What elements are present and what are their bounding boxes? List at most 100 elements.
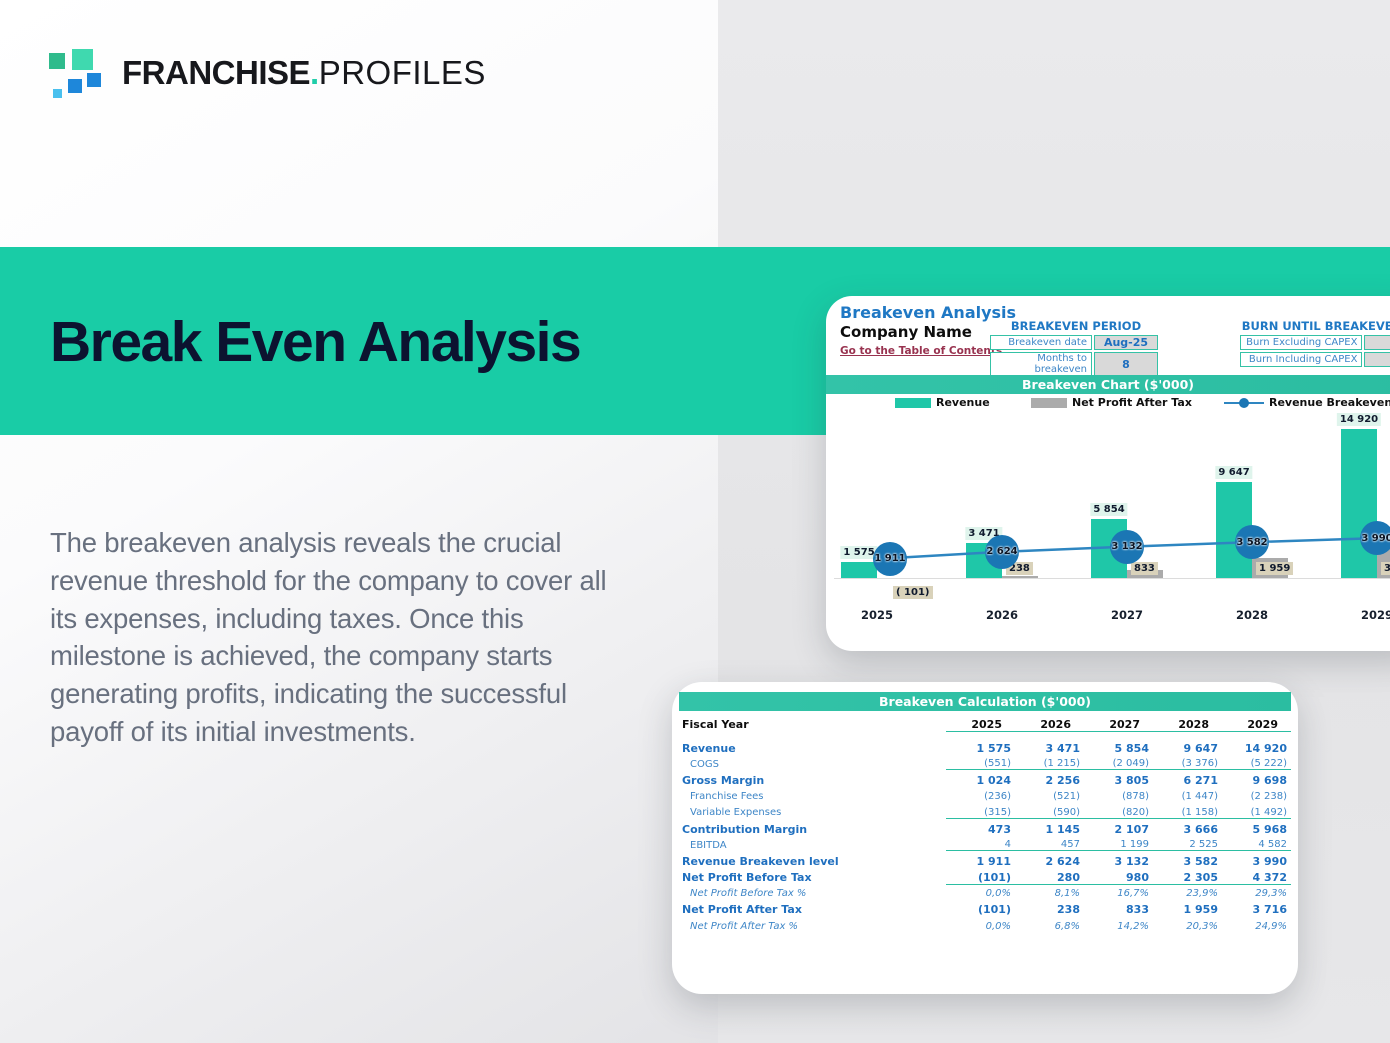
breakeven-line-swatch-icon xyxy=(1224,397,1264,408)
row-value: 0,0% xyxy=(985,888,1011,900)
row-value: 2028 xyxy=(1153,718,1222,732)
revenue-value-label: 14 920 xyxy=(1336,412,1382,426)
breakeven-period-header: BREAKEVEN PERIOD xyxy=(1010,319,1142,333)
row-value: 2029 xyxy=(1222,718,1291,732)
breakeven-date-value: Aug-25 xyxy=(1094,335,1158,350)
legend-item-revenue: Revenue xyxy=(895,396,990,409)
table-row: Net Profit After Tax (101) 238 833 1 959 3 71… xyxy=(679,902,1291,918)
row-label: COGS xyxy=(690,758,719,770)
row-value: 238 xyxy=(1057,903,1080,917)
row-label: Net Profit After Tax xyxy=(682,903,802,917)
row-value: 16,7% xyxy=(1117,888,1149,900)
row-value: 6,8% xyxy=(1054,920,1080,932)
row-value: 833 xyxy=(1126,903,1149,917)
row-label: Gross Margin xyxy=(682,773,765,787)
row-value: 14 920 xyxy=(1244,741,1287,755)
table-of-contents-link[interactable]: Go to the Table of Contents xyxy=(840,345,1003,357)
x-axis-labels: 2025 2026 2027 2028 2029 xyxy=(826,608,1390,628)
intro-paragraph: The breakeven analysis reveals the cruci… xyxy=(50,527,607,748)
row-value: 1 911 xyxy=(976,854,1011,868)
revenue-value-label: 9 647 xyxy=(1215,465,1253,479)
row-value: (315) xyxy=(946,807,1015,819)
legend-label: Revenue Breakeven level xyxy=(1269,396,1390,409)
breakeven-date-label: Breakeven date xyxy=(990,335,1092,350)
months-to-breakeven-value: 8 xyxy=(1094,352,1158,376)
row-value: 4 xyxy=(946,839,1015,852)
row-value: (521) xyxy=(1053,791,1080,803)
brand-name-bold: FRANCHISE xyxy=(122,54,311,91)
net-profit-bar xyxy=(1002,575,1038,578)
breakeven-level-marker: 3 990 xyxy=(1360,521,1390,556)
row-value: 2 107 xyxy=(1114,822,1149,836)
row-value: (101) xyxy=(946,871,1015,885)
sheet-title: Breakeven Analysis xyxy=(840,303,1017,322)
row-value: (3 376) xyxy=(1153,758,1222,771)
breakeven-period-table: Breakeven date Aug-25 Months to breakeve… xyxy=(988,333,1160,378)
row-value: 3 666 xyxy=(1183,822,1218,836)
table-row: Gross Margin 1 024 2 256 3 805 6 271 9 698 xyxy=(679,772,1291,788)
row-value: 5 968 xyxy=(1252,822,1287,836)
page-title: Break Even Analysis xyxy=(50,310,582,374)
row-value: 2027 xyxy=(1084,718,1153,732)
net-profit-value-label: 238 xyxy=(1006,562,1033,575)
row-value: 4 372 xyxy=(1222,871,1291,885)
row-value: 9 647 xyxy=(1183,741,1218,755)
breakeven-level-marker: 3 582 xyxy=(1235,525,1269,560)
net-profit-value-label: 3 716 xyxy=(1381,562,1390,575)
table-row: Variable Expenses (315) (590) (820) (1 158)(… xyxy=(679,805,1291,821)
burn-table: Burn Excluding CAPEX Burn Including CAPE… xyxy=(1238,333,1390,369)
row-value: 1 145 xyxy=(1045,822,1080,836)
row-label: Revenue xyxy=(682,741,736,755)
row-value: 29,3% xyxy=(1255,888,1287,900)
row-value: 1 024 xyxy=(976,773,1011,787)
table-row: Net Profit Before Tax (101) 280 980 2 305 4 3… xyxy=(679,870,1291,886)
x-axis-year-label: 2026 xyxy=(985,608,1018,622)
row-value: 1 575 xyxy=(976,741,1011,755)
row-value: 20,3% xyxy=(1186,920,1218,932)
table-row: EBITDA 4 457 1 199 2 525 4 582 xyxy=(679,837,1291,853)
brand-name-light: PROFILES xyxy=(318,54,486,91)
row-value: (1 447) xyxy=(1181,791,1218,803)
breakeven-level-marker: 3 132 xyxy=(1110,529,1144,564)
row-value: (1 158) xyxy=(1153,807,1222,819)
net-profit-value-label: 1 959 xyxy=(1256,562,1294,575)
table-row: Revenue Breakeven level 1 911 2 624 3 132 3 … xyxy=(679,853,1291,869)
row-value: (590) xyxy=(1015,807,1084,819)
row-label: Revenue Breakeven level xyxy=(682,854,839,868)
breakeven-calculation-card: Breakeven Calculation ($'000) Fiscal Yea… xyxy=(672,682,1298,994)
row-value: 2 305 xyxy=(1153,871,1222,885)
legend-item-breakeven-level: Revenue Breakeven level xyxy=(1224,396,1390,409)
row-value: 3 132 xyxy=(1114,854,1149,868)
brand-name: FRANCHISE.PROFILES xyxy=(122,54,486,92)
logo-squares-icon xyxy=(48,44,106,102)
burn-excluding-capex-value xyxy=(1364,335,1390,350)
row-value: 980 xyxy=(1084,871,1153,885)
calculation-table: Fiscal Year 2025 2026 2027 2028 2029 Revenue 1 … xyxy=(679,715,1291,934)
row-value: 8,1% xyxy=(1054,888,1080,900)
row-value: 457 xyxy=(1015,839,1084,852)
legend-label: Net Profit After Tax xyxy=(1072,396,1192,409)
row-value: (5 222) xyxy=(1222,758,1291,771)
x-axis-year-label: 2029 xyxy=(1360,608,1390,622)
row-value: (2 049) xyxy=(1084,758,1153,771)
row-label: Net Profit Before Tax % xyxy=(690,888,807,900)
row-value: 1 199 xyxy=(1084,839,1153,852)
revenue-value-label: 5 854 xyxy=(1090,503,1128,517)
fiscal-year-header-row: Fiscal Year 2025 2026 2027 2028 2029 xyxy=(679,715,1291,734)
row-value: 3 805 xyxy=(1114,773,1149,787)
revenue-value-label: 1 575 xyxy=(840,546,878,560)
row-label: Fiscal Year xyxy=(682,718,749,731)
months-to-breakeven-label: Months to breakeven xyxy=(990,352,1092,376)
row-label: Net Profit Before Tax xyxy=(682,871,812,885)
row-value: 2 624 xyxy=(1045,854,1080,868)
company-name: Company Name xyxy=(840,323,972,341)
breakeven-level-marker: 2 624 xyxy=(985,534,1019,569)
row-value: 2025 xyxy=(946,718,1015,732)
row-label: Franchise Fees xyxy=(690,791,764,803)
table-row: COGS (551) (1 215) (2 049) (3 376) (5 222) xyxy=(679,756,1291,772)
legend-item-net-profit: Net Profit After Tax xyxy=(1031,396,1192,409)
row-value: 5 854 xyxy=(1114,741,1149,755)
breakeven-level-marker: 1 911 xyxy=(873,541,907,576)
row-value: (236) xyxy=(984,791,1011,803)
row-label: EBITDA xyxy=(690,839,727,851)
